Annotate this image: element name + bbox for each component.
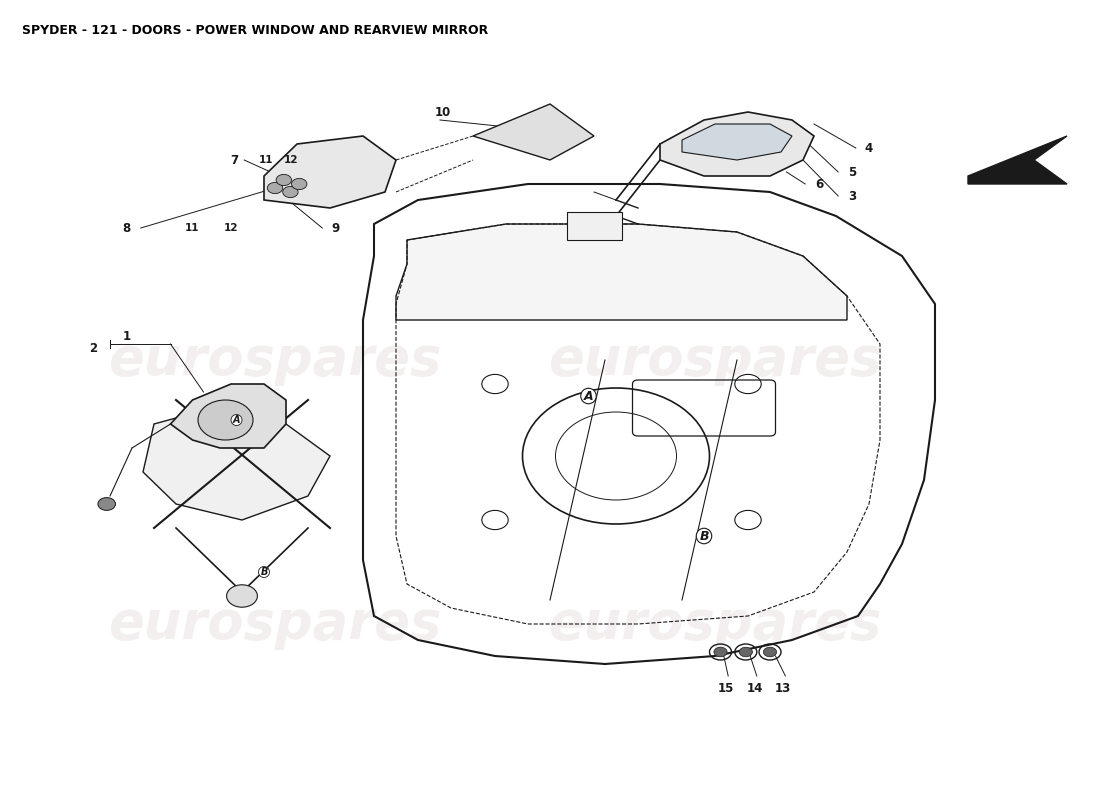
Text: 3: 3 (848, 190, 857, 202)
Text: 5: 5 (848, 166, 857, 178)
Text: SPYDER - 121 - DOORS - POWER WINDOW AND REARVIEW MIRROR: SPYDER - 121 - DOORS - POWER WINDOW AND … (22, 24, 488, 37)
Circle shape (739, 647, 752, 657)
Polygon shape (660, 112, 814, 176)
Circle shape (714, 647, 727, 657)
Text: 6: 6 (815, 178, 824, 190)
Circle shape (227, 585, 257, 607)
Text: 1: 1 (122, 330, 131, 342)
Polygon shape (968, 136, 1067, 184)
Text: eurospares: eurospares (548, 334, 882, 386)
Circle shape (98, 498, 116, 510)
Circle shape (763, 647, 777, 657)
Text: 14: 14 (747, 682, 762, 694)
Text: 11: 11 (258, 155, 274, 165)
Text: B: B (261, 567, 267, 577)
Text: A: A (584, 390, 593, 402)
Text: 7: 7 (230, 154, 239, 166)
Text: 15: 15 (718, 682, 734, 694)
Bar (566, 212, 621, 240)
Text: 2: 2 (89, 342, 98, 354)
Polygon shape (170, 384, 286, 448)
Text: 13: 13 (776, 682, 791, 694)
Polygon shape (143, 400, 330, 520)
Circle shape (292, 178, 307, 190)
Text: B: B (700, 530, 708, 542)
Polygon shape (396, 224, 847, 320)
Text: eurospares: eurospares (548, 598, 882, 650)
Text: 4: 4 (865, 142, 873, 154)
Text: eurospares: eurospares (108, 334, 442, 386)
Polygon shape (264, 136, 396, 208)
Text: 10: 10 (436, 106, 451, 118)
Text: A: A (233, 415, 240, 425)
Text: 12: 12 (284, 155, 299, 165)
Circle shape (267, 182, 283, 194)
Text: 8: 8 (122, 222, 131, 234)
Text: 12: 12 (223, 223, 239, 233)
Polygon shape (473, 104, 594, 160)
Circle shape (198, 400, 253, 440)
Polygon shape (682, 124, 792, 160)
Circle shape (276, 174, 292, 186)
Circle shape (283, 186, 298, 198)
Text: 11: 11 (185, 223, 200, 233)
Text: 9: 9 (331, 222, 340, 234)
Text: eurospares: eurospares (108, 598, 442, 650)
